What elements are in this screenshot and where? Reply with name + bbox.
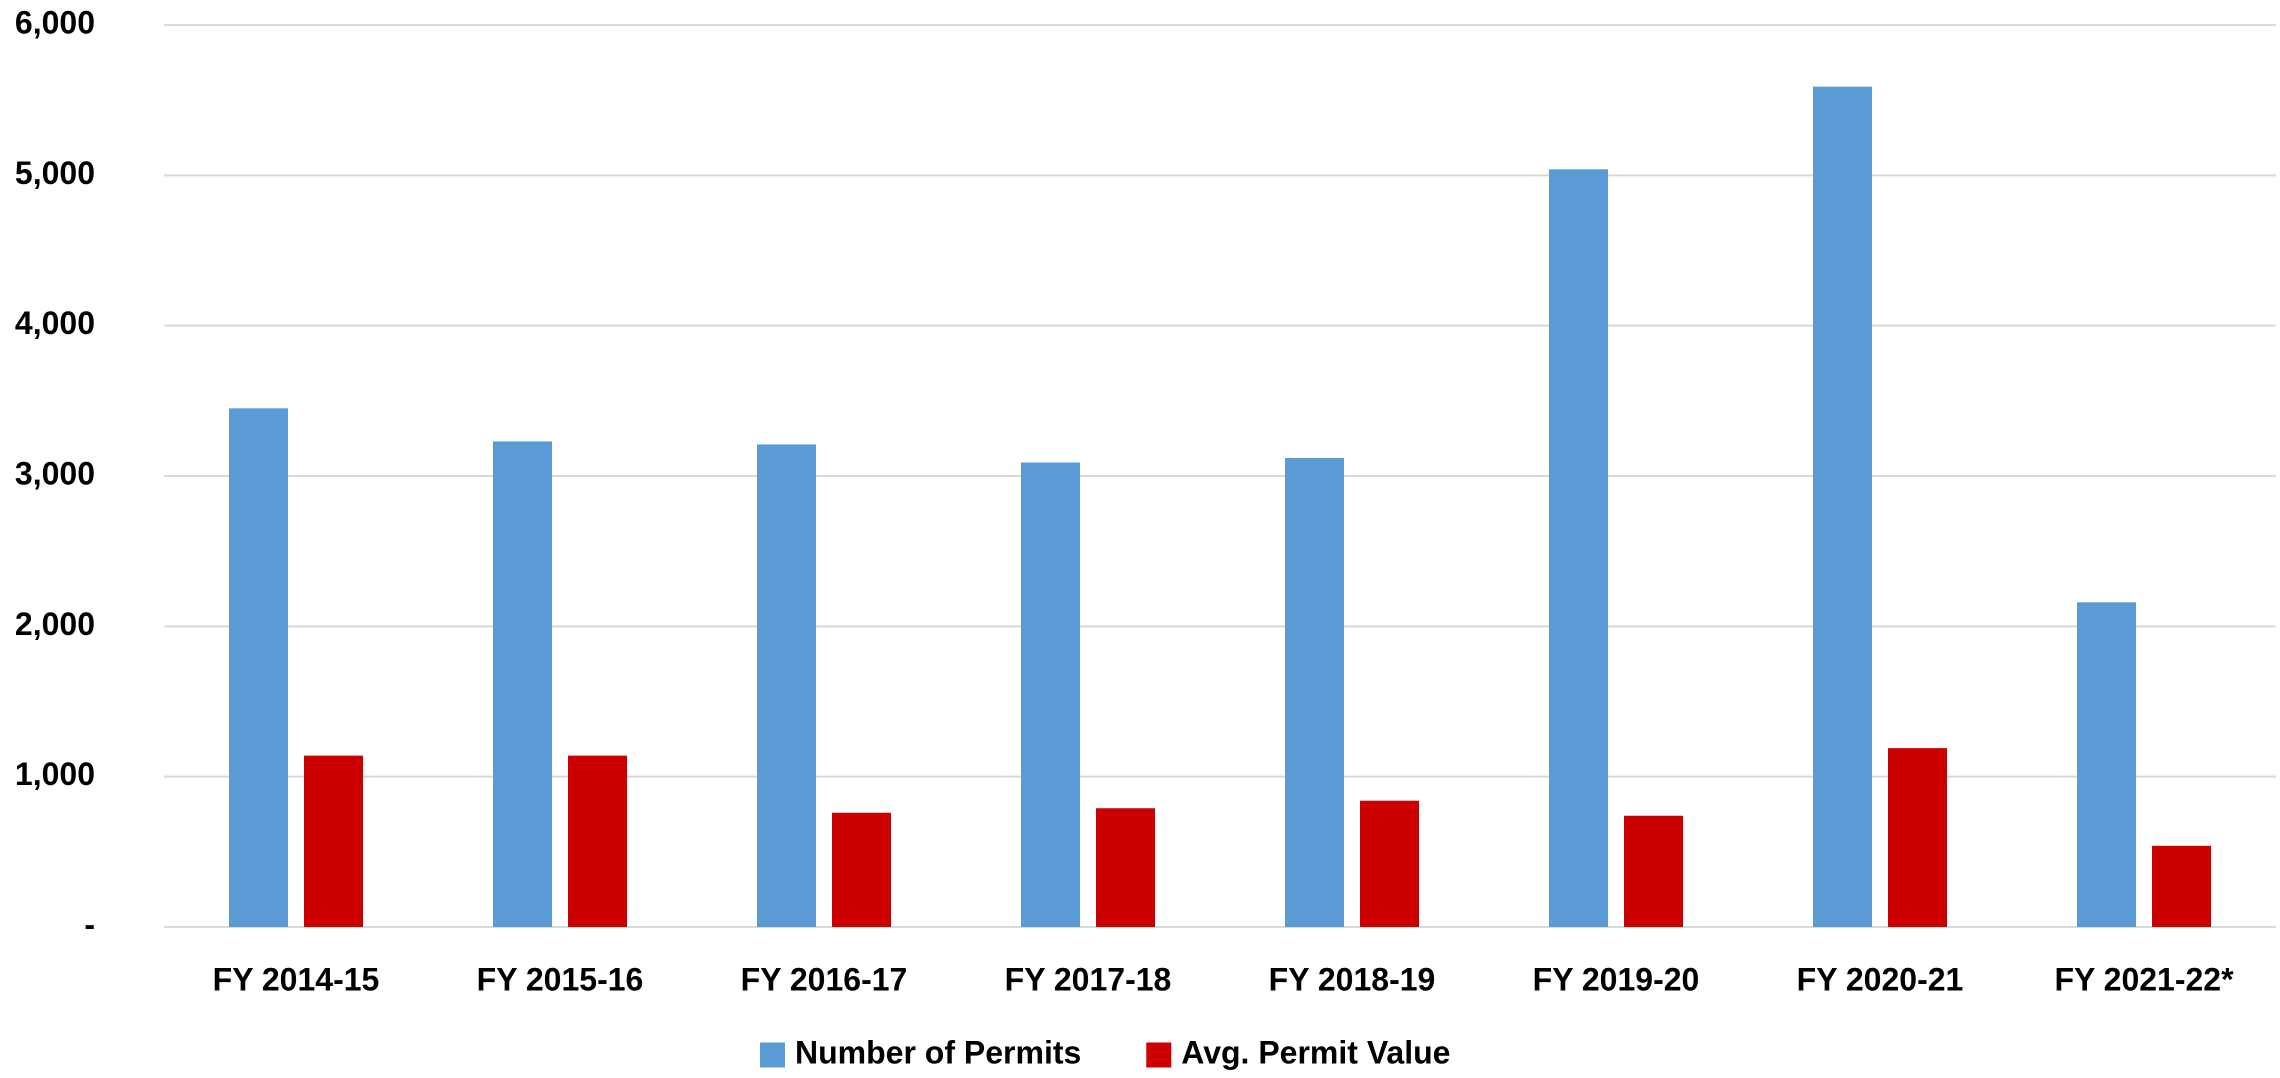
bar [1624, 815, 1683, 927]
x-tick-label: FY 2016-17 [741, 961, 908, 997]
x-tick-label: FY 2021-22* [2054, 961, 2234, 997]
bar [568, 755, 627, 927]
y-tick-label: 6,000 [15, 4, 95, 40]
y-tick-label: 2,000 [15, 606, 95, 642]
bar [832, 812, 891, 927]
bar [2152, 845, 2211, 927]
bar [229, 408, 288, 928]
bar [757, 444, 816, 927]
bar [304, 755, 363, 927]
x-tick-label: FY 2020-21 [1797, 961, 1964, 997]
y-tick-label: 4,000 [15, 305, 95, 341]
x-tick-label: FY 2019-20 [1533, 961, 1700, 997]
x-tick-label: FY 2014-15 [213, 961, 380, 997]
y-tick-label: 1,000 [15, 756, 95, 792]
bar [1021, 462, 1080, 927]
legend-label: Avg. Permit Value [1181, 1034, 1450, 1070]
bar [1813, 86, 1872, 928]
y-tick-label: 5,000 [15, 155, 95, 191]
y-tick-label: 3,000 [15, 455, 95, 491]
bar [2077, 602, 2136, 927]
legend-swatch [1146, 1042, 1172, 1068]
y-tick-label: - [84, 906, 95, 942]
bar [1549, 169, 1608, 927]
bar [1285, 457, 1344, 927]
legend-swatch [760, 1042, 785, 1068]
x-tick-label: FY 2015-16 [477, 961, 644, 997]
bar [493, 441, 552, 927]
x-tick-label: FY 2018-19 [1269, 961, 1436, 997]
bar [1360, 800, 1419, 927]
legend-label: Number of Permits [795, 1034, 1081, 1070]
bar [1096, 808, 1155, 927]
x-tick-label: FY 2017-18 [1005, 961, 1172, 997]
bar [1888, 748, 1947, 927]
